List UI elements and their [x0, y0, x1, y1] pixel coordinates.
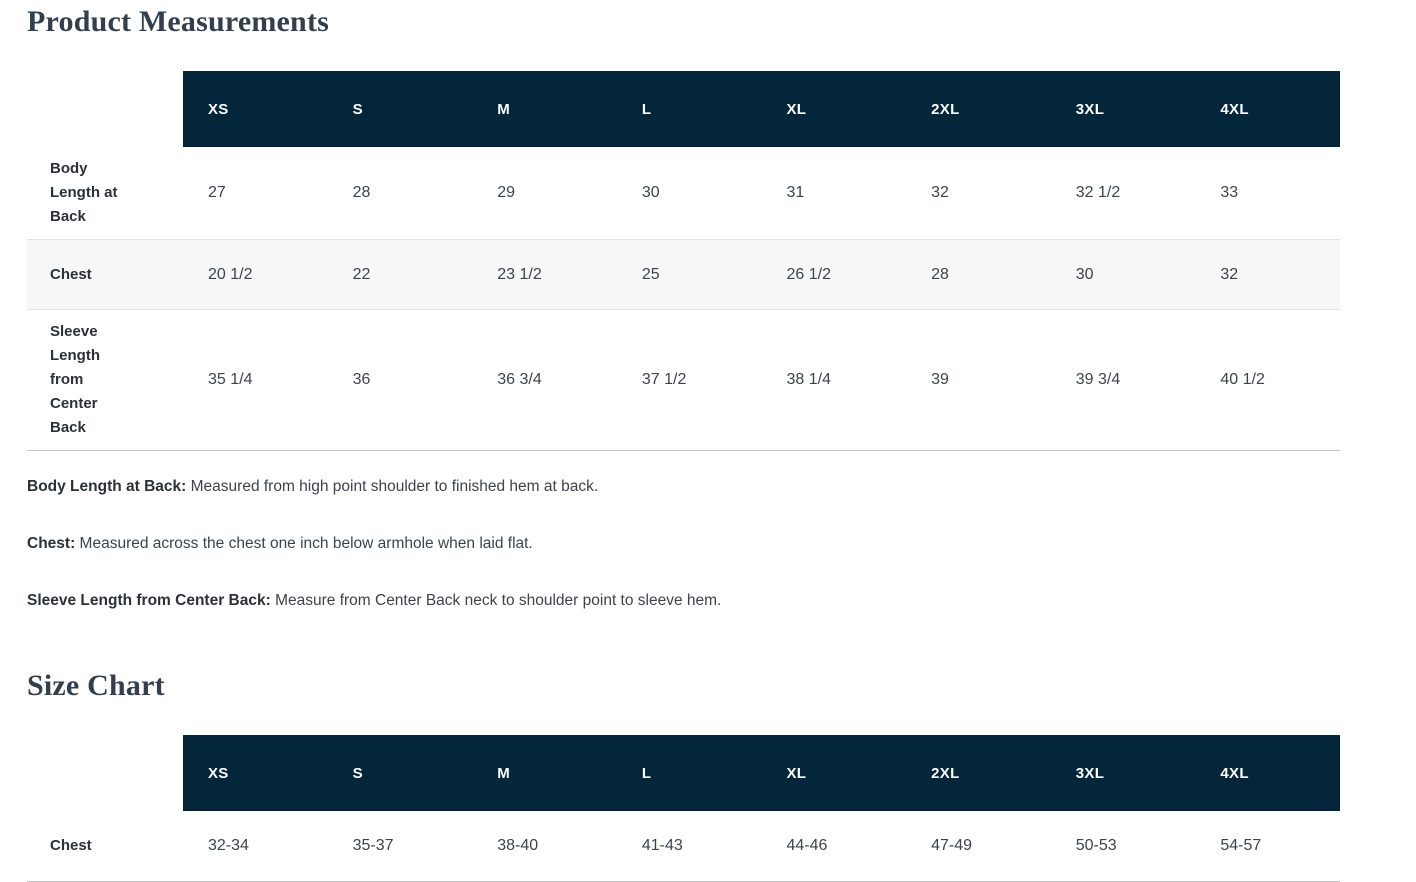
size-header-row: XS S M L XL 2XL 3XL 4XL — [27, 71, 1340, 147]
measurement-cell: 22 — [352, 265, 371, 283]
measurement-cell: 41-43 — [641, 836, 683, 854]
measurement-cell: 35 1/4 — [208, 371, 253, 388]
measurement-cell: 26 1/2 — [786, 265, 831, 283]
measurement-note-sleeve-length: Sleeve Length from Center Back: Measure … — [27, 591, 1389, 610]
product-measurements-heading: Product Measurements — [27, 5, 330, 38]
size-column-header: S — [327, 735, 473, 811]
size-column-header: M — [472, 735, 617, 811]
size-column-header: XS — [183, 735, 328, 811]
size-column-header: 4XL — [1195, 735, 1340, 811]
row-label: Chest — [50, 265, 92, 283]
measurement-cell: 50-53 — [1075, 836, 1117, 854]
size-column-header: XL — [761, 735, 907, 811]
measurement-cell: 28 — [931, 265, 949, 283]
size-chart-heading: Size Chart — [27, 669, 165, 702]
row-label: Body Length at Back — [50, 160, 118, 225]
size-column-header: 3XL — [1050, 71, 1196, 147]
measurement-cell: 27 — [208, 184, 226, 201]
row-label: Sleeve Length from Center Back — [50, 323, 100, 436]
measurement-cell: 30 — [1075, 265, 1094, 283]
note-term: Body Length at Back: — [27, 478, 187, 495]
size-column-header: XL — [761, 71, 907, 147]
size-column-header: L — [616, 71, 762, 147]
note-description: Measure from Center Back neck to shoulde… — [275, 592, 722, 609]
size-column-header: XS — [183, 71, 328, 147]
size-table: XS S M L XL 2XL 3XL 4XL Chest 32-34 35-37 38-40 41-4… — [27, 735, 1340, 882]
measurement-cell: 32 1/2 — [1075, 184, 1121, 201]
measurement-notes: Body Length at Back: Measured from high … — [27, 477, 1389, 610]
size-table: XS S M L XL 2XL 3XL 4XL Body Length at Back 27 28 2… — [27, 71, 1340, 451]
measurement-cell: 38-40 — [497, 836, 539, 854]
measurement-cell: 28 — [352, 184, 371, 201]
size-column-header: S — [327, 71, 473, 147]
measurement-note-chest: Chest: Measured across the chest one inc… — [27, 534, 1389, 553]
measurement-cell: 39 — [931, 371, 949, 388]
measurement-cell: 25 — [641, 265, 660, 283]
table-corner-cell — [27, 735, 183, 811]
measurement-cell: 47-49 — [931, 836, 973, 854]
measurement-cell: 35-37 — [352, 836, 394, 854]
measurement-cell: 29 — [497, 184, 516, 201]
size-column-header: L — [616, 735, 762, 811]
measurement-cell: 36 3/4 — [497, 371, 542, 388]
note-term: Sleeve Length from Center Back: — [27, 592, 271, 609]
measurement-cell: 40 1/2 — [1220, 371, 1265, 388]
measurement-cell: 30 — [641, 184, 660, 201]
size-column-header: 4XL — [1195, 71, 1340, 147]
measurement-cell: 36 — [352, 371, 371, 388]
note-description: Measured across the chest one inch below… — [79, 535, 533, 552]
size-chart-table-container: XS S M L XL 2XL 3XL 4XL Chest 32-34 35-37 38-40 41-4… — [27, 735, 1389, 882]
table-row: Chest 32-34 35-37 38-40 41-43 44-46 47-49 50-53… — [27, 811, 1340, 881]
measurement-cell: 37 1/2 — [641, 371, 687, 388]
measurement-cell: 20 1/2 — [208, 265, 253, 283]
measurement-cell: 23 1/2 — [497, 265, 542, 283]
measurement-cell: 38 1/4 — [786, 371, 831, 388]
measurement-cell: 54-57 — [1220, 836, 1262, 854]
table-row: Body Length at Back 27 28 29 30 31 32 32 1/2 33 — [27, 147, 1340, 240]
measurement-cell: 32-34 — [208, 836, 249, 854]
table-row: Chest 20 1/2 22 23 1/2 25 26 1/2 28 30 32 — [27, 239, 1340, 310]
measurement-cell: 31 — [786, 184, 805, 201]
measurement-cell: 32 — [931, 184, 949, 201]
note-description: Measured from high point shoulder to fin… — [190, 478, 599, 495]
row-label: Chest — [50, 836, 92, 854]
table-row: Sleeve Length from Center Back 35 1/4 36 36… — [27, 310, 1340, 451]
product-measurements-table-container: XS S M L XL 2XL 3XL 4XL Body Length at Back 27 28 2… — [27, 71, 1389, 451]
size-column-header: M — [472, 71, 617, 147]
size-column-header: 2XL — [906, 735, 1051, 811]
measurement-cell: 32 — [1220, 265, 1239, 283]
measurement-note-body-length: Body Length at Back: Measured from high … — [27, 477, 1389, 496]
size-column-header: 3XL — [1050, 735, 1196, 811]
measurement-cell: 44-46 — [786, 836, 828, 854]
size-column-header: 2XL — [906, 71, 1051, 147]
measurement-cell: 33 — [1220, 184, 1239, 201]
size-header-row: XS S M L XL 2XL 3XL 4XL — [27, 735, 1340, 811]
measurement-cell: 39 3/4 — [1075, 371, 1121, 388]
table-corner-cell — [27, 71, 183, 147]
note-term: Chest: — [27, 535, 76, 552]
